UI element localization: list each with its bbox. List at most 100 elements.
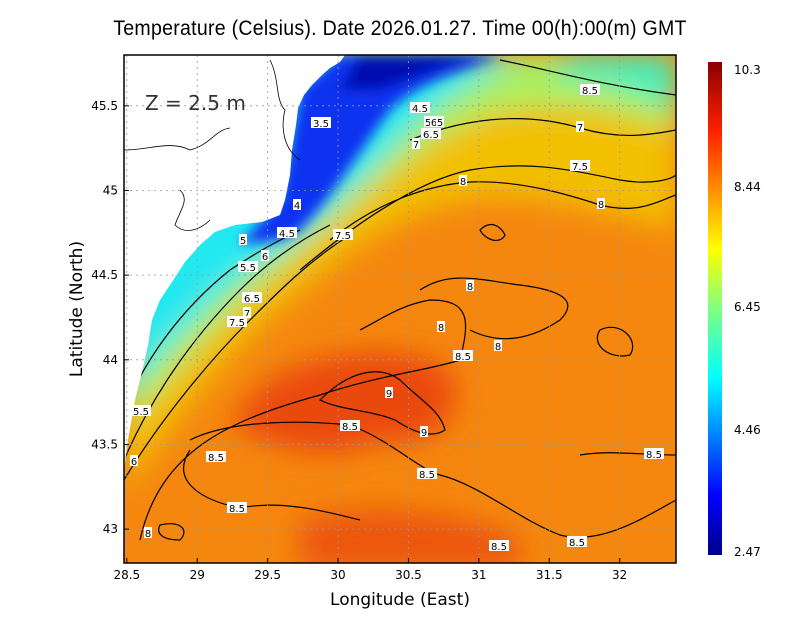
colorbar-tick-label: 10.3 [734, 63, 761, 77]
contour-label: 7 [413, 140, 419, 151]
contour-label-bg [597, 198, 605, 209]
contour-label: 4.5 [279, 229, 295, 240]
contour-label: 8 [460, 177, 466, 188]
y-tick-label: 44.5 [91, 268, 118, 282]
contour-label-bg [430, 116, 438, 127]
contour-label: 8.5 [342, 422, 358, 433]
contour-label-bg [385, 387, 393, 398]
colorbar [708, 62, 722, 555]
contour-label-bg [424, 116, 432, 127]
contour-label-bg [293, 199, 301, 210]
contour-label-bg [144, 527, 152, 538]
x-axis-ticks: 28.5 29 29.5 30 30.5 31 31.5 32 [113, 558, 627, 582]
contour-label: 8.5 [491, 542, 507, 553]
contour-label-bg [131, 405, 151, 416]
contour-label-bg [453, 350, 473, 361]
contour-label-bg [243, 307, 251, 318]
x-tick-label: 31.5 [536, 568, 563, 582]
teal-corner [560, 55, 676, 110]
contour-label: 5 [240, 236, 246, 247]
contour-label: 9 [421, 428, 427, 439]
contour-label: 7.5 [572, 162, 588, 173]
land-mask [124, 55, 345, 470]
contour-label: 8.5 [569, 538, 585, 549]
contour-label: 5.5 [133, 407, 149, 418]
contour-label: 5 [425, 118, 431, 129]
contour-label: 6.5 [423, 130, 439, 141]
contour-label-bg [242, 292, 262, 303]
contour-label: 7.5 [229, 318, 245, 329]
contour-label: 7 [244, 309, 250, 320]
contour-label: 9 [386, 389, 392, 400]
contour-label-bg [227, 502, 247, 513]
contour-label: 8.5 [582, 86, 598, 97]
y-axis-ticks: 45.5 45 44.5 44 43.5 43 [91, 99, 129, 536]
chart-title: Temperature (Celsius). Date 2026.01.27. … [113, 17, 687, 40]
contour-label: 8.5 [208, 453, 224, 464]
contour-label-bg [261, 250, 269, 261]
contour-label: 8.5 [646, 450, 662, 461]
y-axis-label: Latitude (North) [67, 241, 87, 377]
contour-label-bg [466, 280, 474, 291]
contour-label: 8.5 [455, 352, 471, 363]
contour-label-bg [570, 160, 590, 171]
y-tick-label: 43.5 [91, 437, 118, 451]
coldest-region [340, 55, 480, 90]
x-tick-label: 28.5 [113, 568, 140, 582]
contour-label-bg [410, 102, 430, 113]
contour-label-bg [494, 340, 502, 351]
contour-label-bg [644, 448, 664, 459]
colorbar-tick-label: 4.46 [734, 423, 761, 437]
contour-label: 6 [431, 118, 437, 129]
contour-label: 8 [467, 282, 473, 293]
y-tick-label: 45 [103, 183, 118, 197]
x-axis-label: Longitude (East) [330, 590, 470, 610]
contour-label-bg [576, 121, 584, 132]
contour-label: 7.5 [335, 231, 351, 242]
contour-label: 4.5 [412, 104, 428, 115]
contour-label-bg [417, 468, 437, 479]
contour-label-bg [436, 116, 444, 127]
contour-label: 8 [438, 323, 444, 334]
depth-annotation: Z = 2.5 m [145, 91, 246, 115]
x-tick-label: 31 [471, 568, 486, 582]
grid-lines [124, 55, 676, 563]
colorbar-tick-label: 8.44 [734, 180, 761, 194]
contour-label: 8.5 [419, 470, 435, 481]
contour-label: 6 [131, 457, 137, 468]
colorbar-tick-label: 6.45 [734, 300, 761, 314]
contour-label: 5.5 [240, 263, 256, 274]
coastline [124, 59, 301, 231]
contour-label-bg [420, 426, 428, 437]
hot-region-south [300, 509, 520, 563]
contour-label: 3.5 [313, 119, 329, 130]
contour-label: 6 [262, 252, 268, 263]
contour-label-bg [227, 316, 247, 327]
x-tick-label: 30.5 [395, 568, 422, 582]
contour-label-bg [580, 84, 600, 95]
contour-label-bg [437, 321, 445, 332]
contour-lines [124, 59, 676, 541]
contour-label-bg [459, 175, 467, 186]
contour-label-bg [567, 536, 587, 547]
plot-frame [123, 54, 677, 564]
contour-label-bg [238, 261, 258, 272]
contour-label-bg [340, 420, 360, 431]
contour-label-bg [311, 117, 331, 128]
contour-label-bg [277, 227, 297, 238]
x-tick-label: 29 [190, 568, 205, 582]
colorbar-labels: 10.3 8.44 6.45 4.46 2.47 [734, 63, 761, 559]
contour-label: 8.5 [229, 504, 245, 515]
contour-label-bg [489, 540, 509, 551]
contour-label: 8 [495, 342, 501, 353]
x-tick-label: 32 [612, 568, 627, 582]
hot-region [230, 351, 456, 453]
contour-label: 4 [294, 201, 300, 212]
contour-label: 5 [437, 118, 443, 129]
contour-label-bg [239, 234, 247, 245]
contour-label-bg [206, 451, 226, 462]
contour-label-bg [333, 229, 353, 240]
contour-label-bg [412, 138, 420, 149]
contour-label: 7 [577, 123, 583, 134]
